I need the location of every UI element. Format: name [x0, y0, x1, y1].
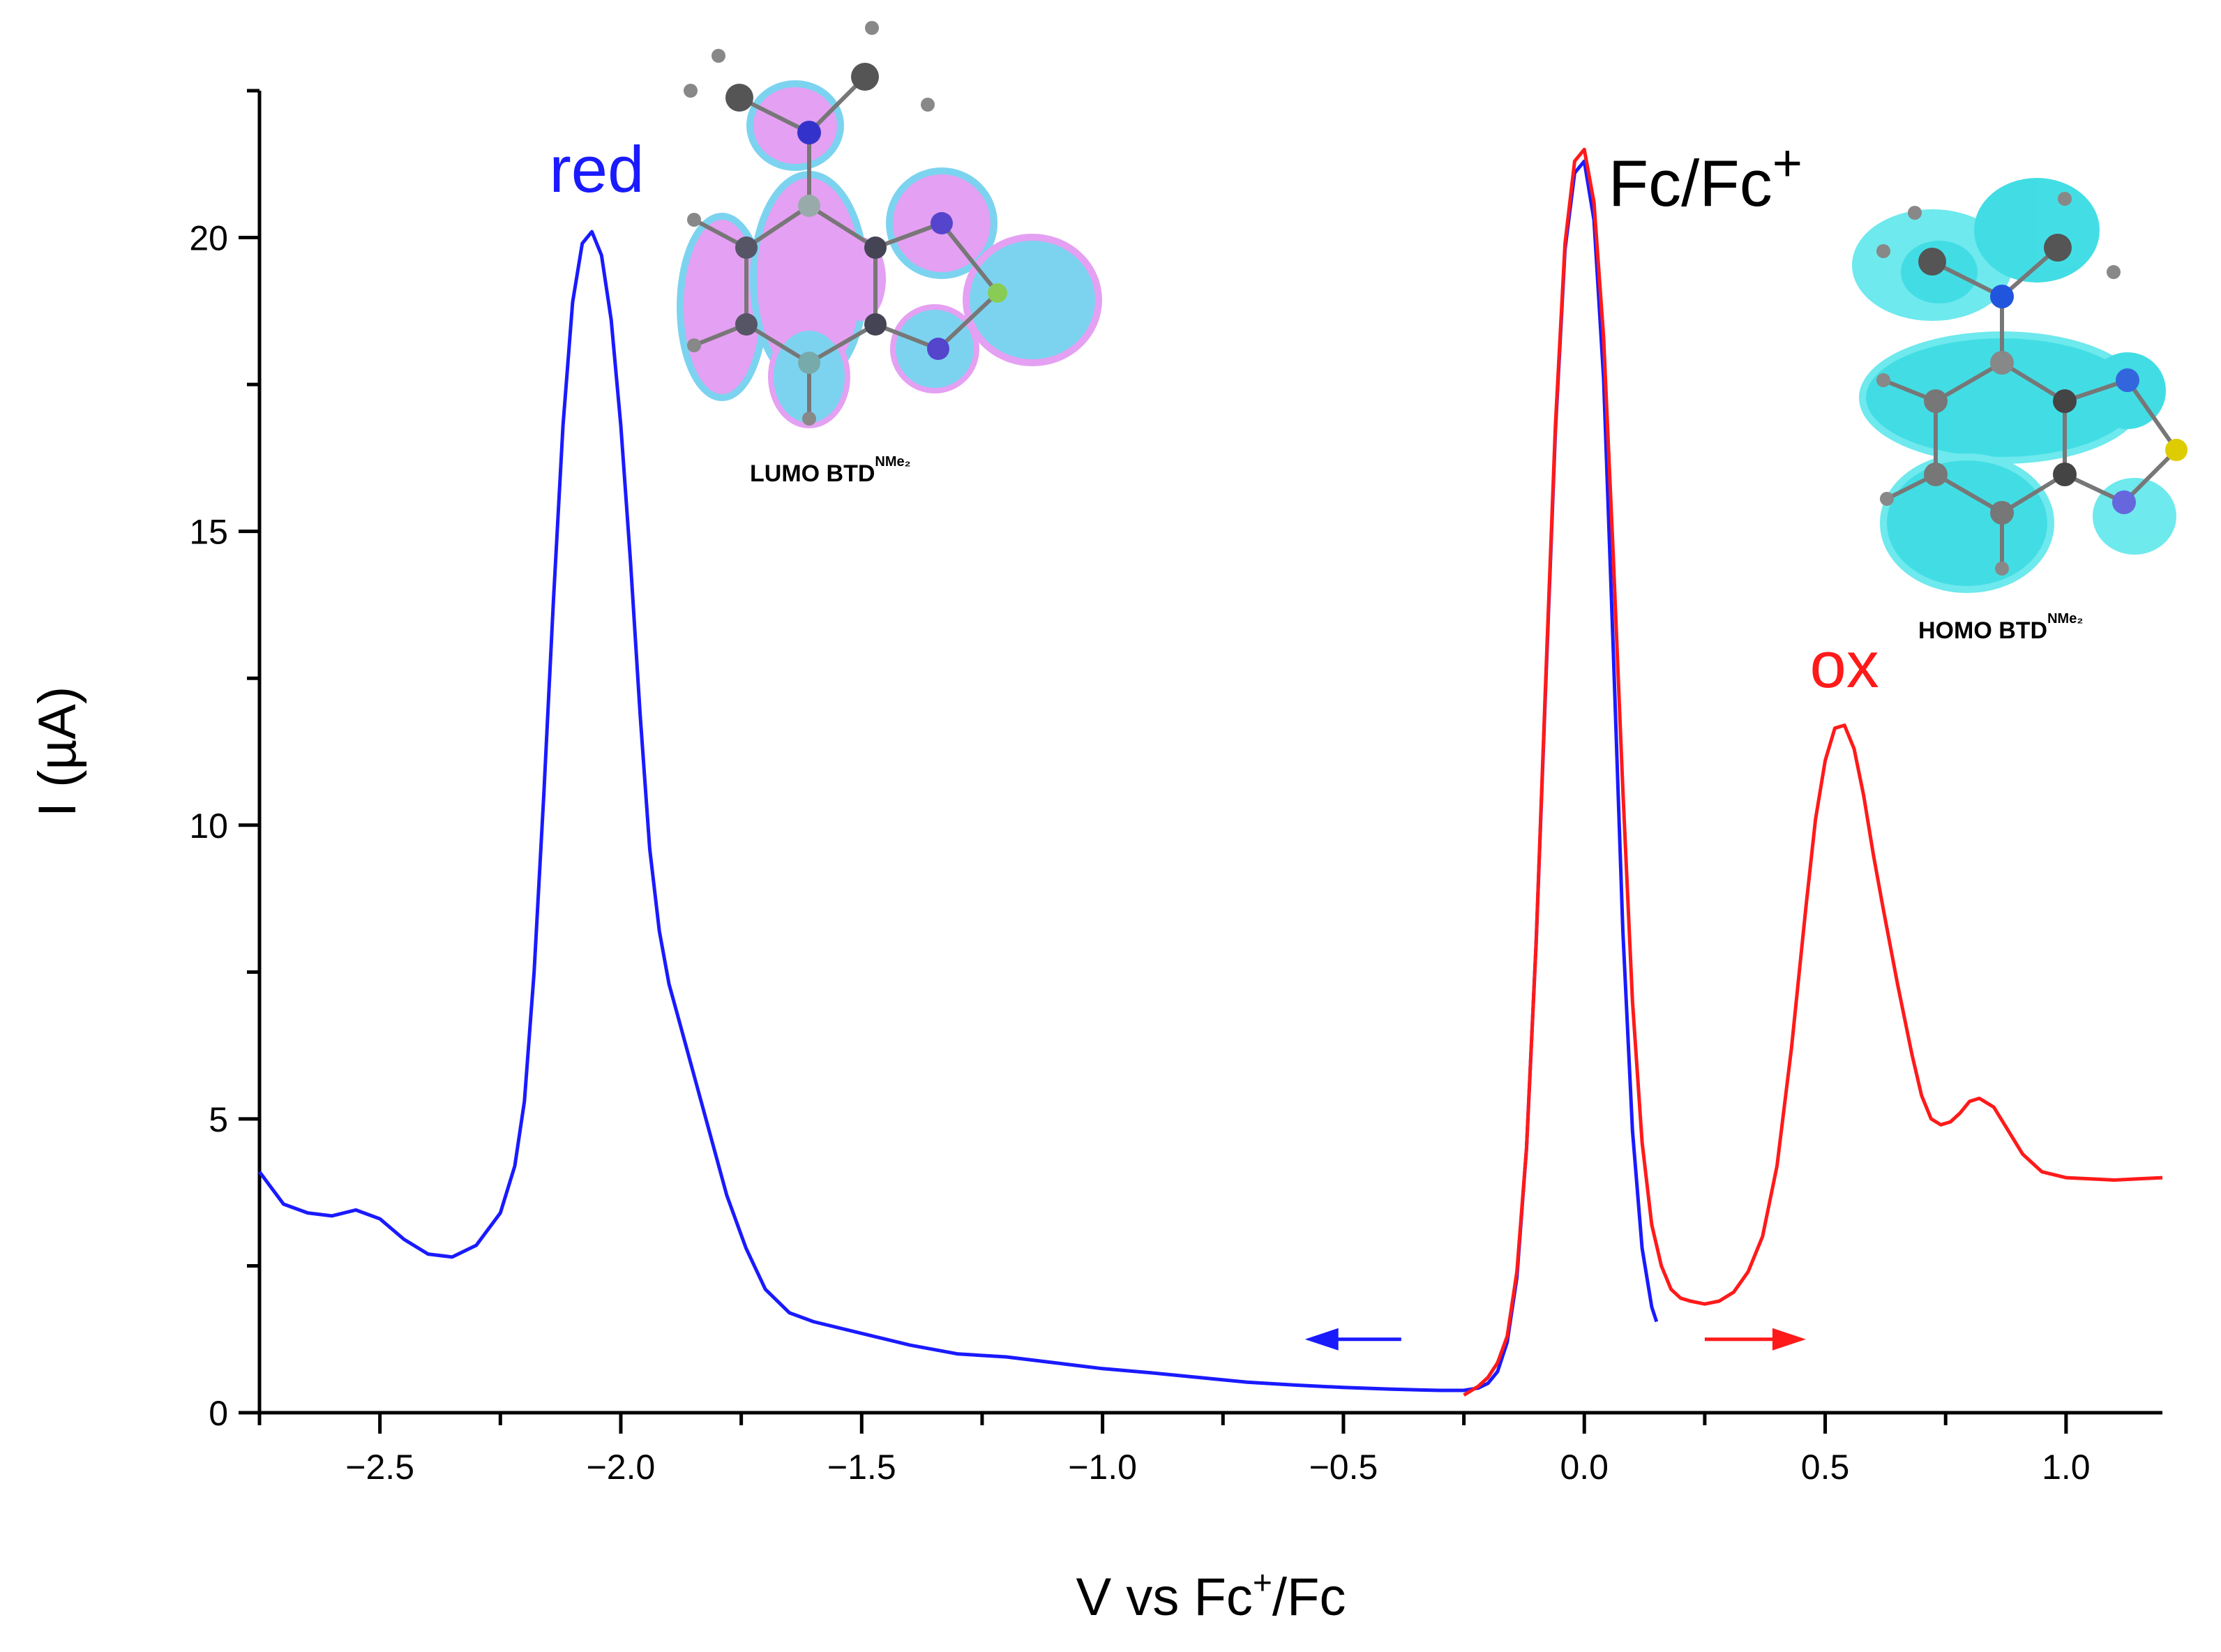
y-tick-label: 5: [209, 1100, 228, 1139]
x-tick-label: −0.5: [1309, 1448, 1378, 1487]
axes: −2.5 −2.0 −1.5 −1.0 −0.5 0.0 0.5 1.0 0 5 10 15 20: [189, 89, 2162, 1487]
x-axis-title-superscript: +: [1253, 1565, 1272, 1602]
lumo-orbital-inset: LUMO BTDNMe₂: [677, 21, 1102, 487]
y-tick-label: 15: [189, 513, 228, 552]
x-tick-label: 1.0: [2042, 1448, 2091, 1487]
y-tick-label: 20: [189, 219, 228, 258]
ferrocene-peak-label: Fc/Fc+: [1609, 134, 1802, 220]
ferrocene-label-main: Fc/Fc: [1609, 147, 1772, 220]
reduction-peak-label: red: [550, 133, 645, 206]
lumo-caption-superscript: NMe₂: [875, 454, 910, 470]
x-tick-label: 0.5: [1801, 1448, 1850, 1487]
x-tick-label: −2.0: [587, 1448, 656, 1487]
series-layer: [257, 147, 2163, 1397]
y-tick-label: 10: [189, 806, 228, 846]
oxidation-scan-line: [1463, 147, 2163, 1397]
homo-molecule-atoms: [1876, 192, 2188, 576]
arrow-layer: [1304, 1328, 1806, 1351]
homo-caption-superscript: NMe₂: [2047, 611, 2083, 626]
y-ticks: 0 5 10 15 20: [189, 89, 259, 1433]
lumo-caption: LUMO BTDNMe₂: [750, 454, 911, 487]
x-tick-label: −1.5: [827, 1448, 896, 1487]
x-ticks: −2.5 −2.0 −1.5 −1.0 −0.5 0.0 0.5 1.0: [257, 1413, 2091, 1487]
x-tick-label: −2.5: [345, 1448, 414, 1487]
homo-orbital-inset: HOMO BTDNMe₂: [1852, 178, 2188, 644]
lumo-molecule-atoms: [684, 21, 1007, 426]
x-axis-title: V vs Fc+/Fc: [1076, 1565, 1346, 1627]
homo-caption: HOMO BTDNMe₂: [1918, 611, 2083, 644]
x-axis-title-main: V vs Fc: [1076, 1568, 1253, 1627]
homo-caption-text: HOMO BTD: [1918, 617, 2047, 644]
scan-direction-left-arrow: [1304, 1328, 1401, 1351]
oxidation-peak-label: ox: [1810, 628, 1879, 701]
scan-direction-right-arrow: [1704, 1328, 1806, 1351]
y-axis-title: I (µA): [28, 686, 87, 817]
x-tick-label: 0.0: [1560, 1448, 1609, 1487]
x-tick-label: −1.0: [1068, 1448, 1137, 1487]
ferrocene-label-superscript: +: [1772, 134, 1802, 192]
y-tick-label: 0: [209, 1394, 228, 1433]
x-axis-title-end: /Fc: [1272, 1568, 1346, 1627]
lumo-caption-text: LUMO BTD: [750, 460, 875, 487]
